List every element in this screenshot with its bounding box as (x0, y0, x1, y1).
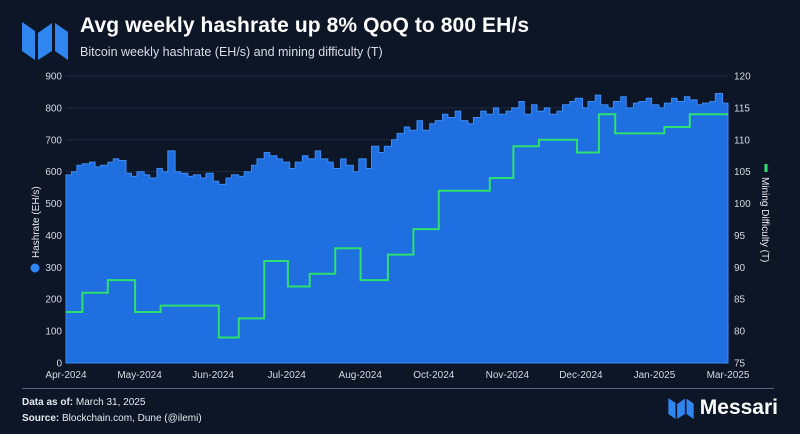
hashrate-area (65, 93, 729, 364)
messari-mark-icon (668, 398, 694, 419)
right-tick-label: 75 (734, 359, 746, 370)
x-tick-label: Aug-2024 (339, 370, 383, 381)
right-axis-title: Mining Difficulty (T) (759, 164, 770, 262)
data-as-of: Data as of: March 31, 2025 (22, 397, 145, 408)
right-tick-label: 110 (734, 135, 750, 146)
x-axis-ticks: Apr-2024 May-2024 Jun-2024 Jul-2024 Aug-2024… (45, 370, 749, 381)
x-tick-label: Nov-2024 (486, 370, 530, 381)
x-tick-label: May-2024 (117, 370, 162, 381)
left-tick-label: 900 (45, 72, 62, 83)
difficulty-series (66, 113, 728, 339)
footer-brand: Messari (668, 396, 778, 420)
left-tick-label: 100 (45, 327, 62, 338)
right-axis-ticks: 75 80 85 90 95 100 105 110 115 120 (734, 72, 751, 370)
chart-subtitle: Bitcoin weekly hashrate (EH/s) and minin… (80, 45, 383, 59)
source: Source: Blockchain.com, Dune (@ilemi) (22, 413, 202, 424)
source-label: Source: (22, 413, 60, 424)
hashrate-legend-icon (30, 263, 40, 273)
difficulty-line (66, 113, 728, 339)
right-tick-label: 100 (734, 199, 751, 210)
x-tick-label: Mar-2025 (707, 370, 750, 381)
left-axis-title: Hashrate (EH/s) (30, 186, 42, 273)
right-axis-label: Mining Difficulty (T) (759, 177, 770, 262)
data-as-of-value: March 31, 2025 (75, 397, 146, 408)
x-tick-label: Oct-2024 (413, 370, 455, 381)
left-axis-label: Hashrate (EH/s) (31, 186, 42, 258)
left-tick-label: 300 (45, 263, 62, 274)
left-axis-ticks: 0 100 200 300 400 500 600 700 800 900 (45, 72, 62, 370)
x-tick-label: Jul-2024 (267, 370, 306, 381)
left-tick-label: 0 (56, 359, 62, 370)
data-as-of-label: Data as of: (22, 397, 74, 408)
x-tick-label: Jun-2024 (192, 370, 234, 381)
source-value: Blockchain.com, Dune (@ilemi) (62, 413, 202, 424)
chart-title: Avg weekly hashrate up 8% QoQ to 800 EH/… (80, 14, 530, 37)
x-tick-label: Apr-2024 (45, 370, 87, 381)
right-tick-label: 80 (734, 327, 746, 338)
messari-logo (22, 20, 68, 60)
right-tick-label: 120 (734, 72, 751, 83)
x-tick-label: Jan-2025 (634, 370, 676, 381)
left-tick-label: 700 (45, 135, 62, 146)
right-tick-label: 90 (734, 263, 746, 274)
footer-divider (22, 388, 774, 389)
left-tick-label: 400 (45, 231, 62, 242)
left-tick-label: 500 (45, 199, 62, 210)
hashrate-series (65, 93, 729, 364)
left-tick-label: 600 (45, 167, 62, 178)
right-tick-label: 95 (734, 231, 746, 242)
right-tick-label: 105 (734, 167, 751, 178)
x-tick-label: Dec-2024 (559, 370, 603, 381)
left-tick-label: 200 (45, 295, 62, 306)
left-tick-label: 800 (45, 103, 62, 114)
right-tick-label: 115 (734, 103, 750, 114)
brand-name: Messari (699, 396, 778, 419)
right-tick-label: 85 (734, 295, 746, 306)
